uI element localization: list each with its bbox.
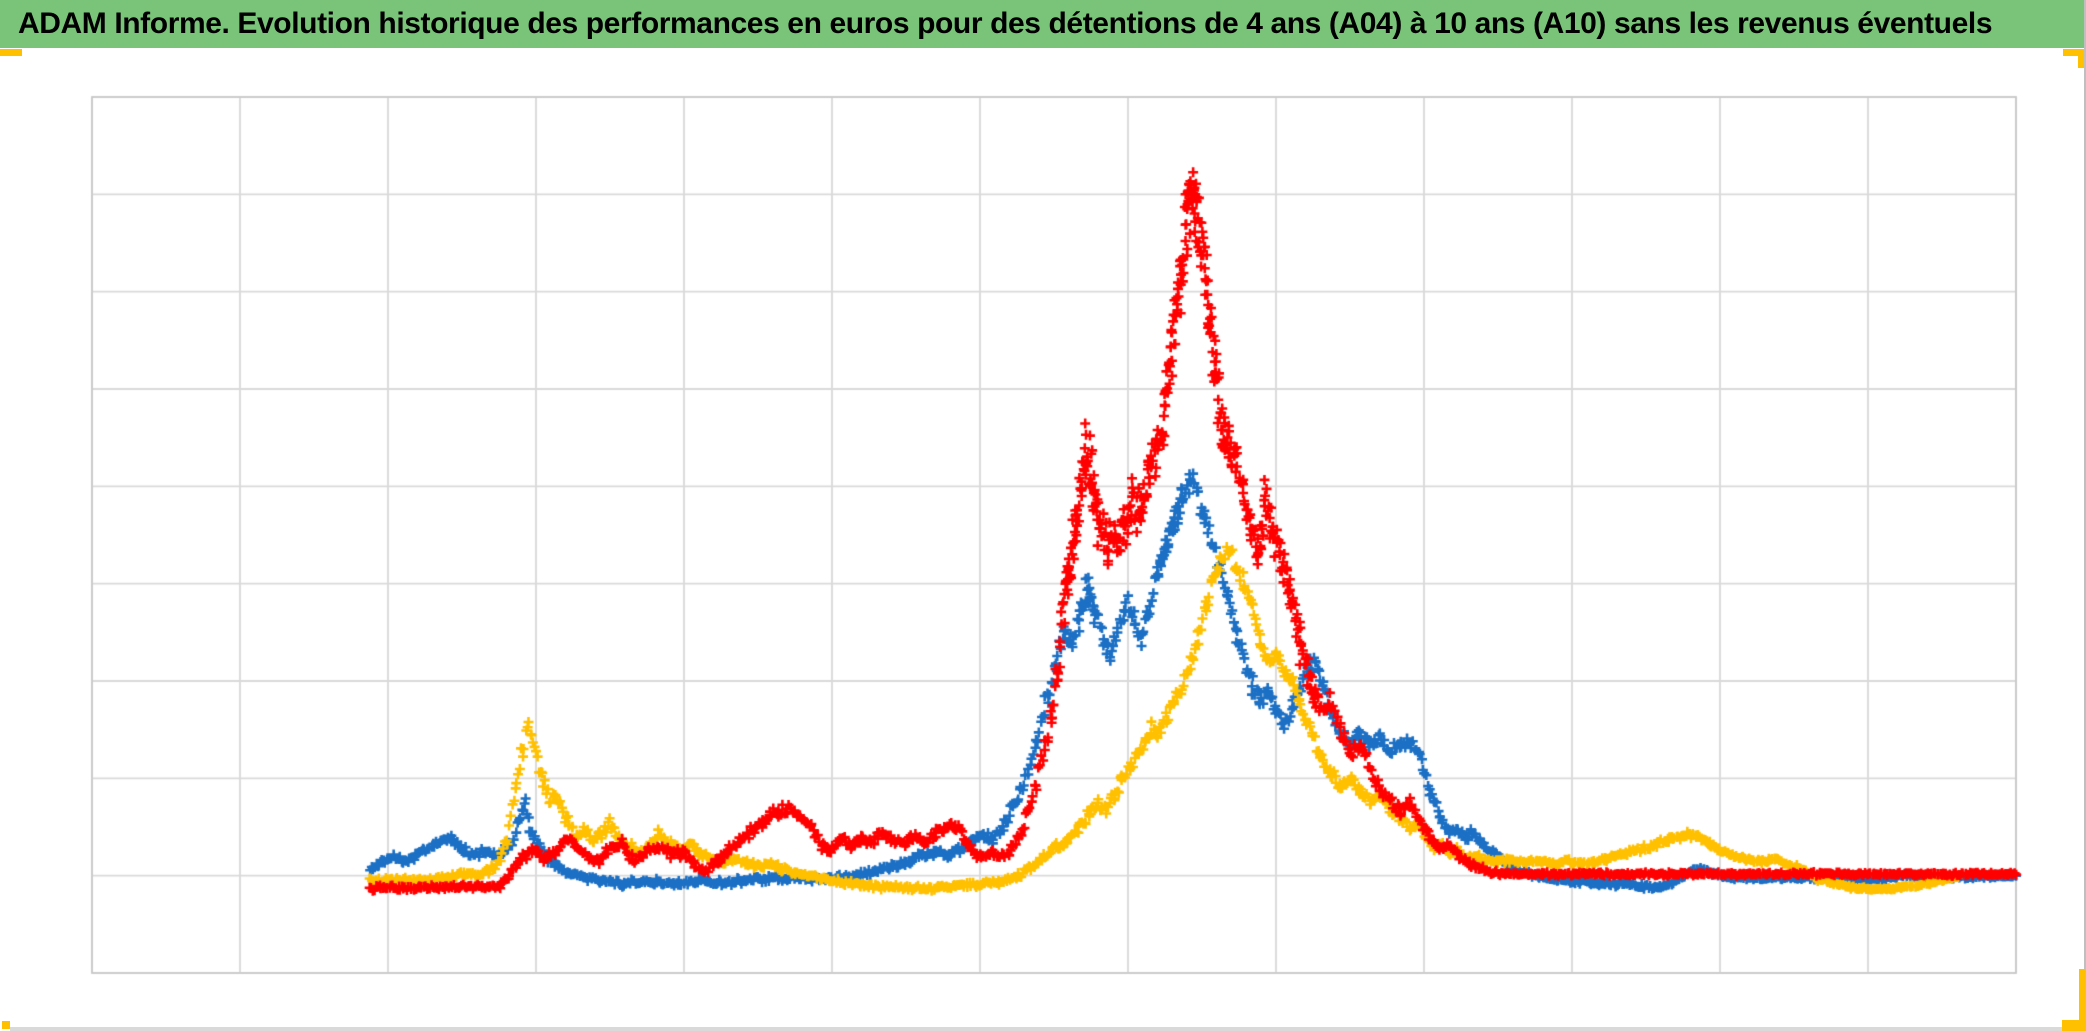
title-bar: ADAM Informe. Evolution historique des p…: [0, 0, 2084, 48]
page-bottom-edge: [10, 1027, 2086, 1031]
corner-marker-top-right: [2063, 49, 2084, 56]
corner-marker-bottom-left: [2, 1021, 10, 1029]
corner-marker-top-right-side: [2078, 49, 2084, 68]
page-right-edge: [2084, 0, 2086, 1031]
corner-marker-top-left: [0, 49, 22, 56]
corner-marker-bottom-right: [2062, 1020, 2086, 1031]
page-title: ADAM Informe. Evolution historique des p…: [18, 7, 1993, 40]
corner-marker-bottom-right-side: [2079, 969, 2085, 1031]
